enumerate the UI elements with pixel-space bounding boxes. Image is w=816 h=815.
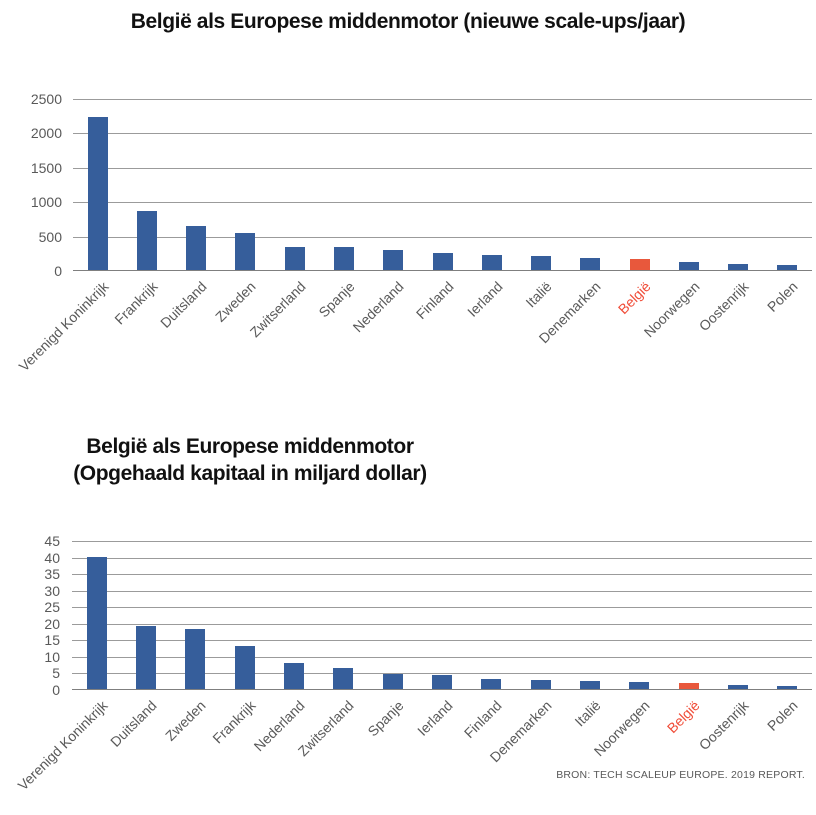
y-tick-label: 5 (52, 665, 60, 682)
gridline (73, 167, 812, 169)
bar (678, 262, 699, 270)
plot-area-capital (72, 541, 812, 690)
y-tick-label: 40 (44, 549, 60, 566)
y-tick-label: 10 (44, 648, 60, 665)
bar (136, 626, 156, 689)
bar (185, 629, 206, 689)
y-tick-label: 30 (44, 582, 60, 599)
infographic-page: België als Europese middenmotor (nieuwe … (0, 10, 812, 796)
bar (580, 680, 600, 689)
y-tick-label: 0 (52, 682, 60, 698)
bar (87, 116, 108, 270)
chart-title-capital: België als Europese middenmotor (Opgehaa… (0, 433, 500, 487)
y-tick-label: 25 (44, 599, 60, 616)
y-tick-label: 2500 (30, 91, 62, 107)
gridline (72, 541, 812, 542)
y-tick-label: 2000 (30, 125, 62, 142)
gridline (72, 607, 812, 609)
y-axis-tick-labels: 0 5 10 15 20 25 30 35 40 45 (0, 534, 60, 697)
bar (432, 253, 453, 270)
y-tick-label: 1000 (30, 194, 62, 211)
chart-title-line-1: België als Europese middenmotor (86, 435, 414, 458)
x-axis-line (72, 689, 812, 690)
bar (333, 247, 354, 270)
y-tick-label: 1500 (30, 159, 62, 176)
plot-area-scaleups (73, 99, 812, 271)
bar (284, 246, 305, 270)
gridline (72, 656, 812, 658)
bar (234, 645, 255, 689)
bar (86, 556, 107, 689)
gridline (72, 557, 812, 559)
gridline (73, 236, 812, 238)
bar-highlighted (629, 259, 650, 270)
gridline (72, 623, 812, 625)
gridline (73, 202, 812, 204)
bar (580, 257, 601, 270)
gridline (72, 673, 812, 675)
bar (728, 264, 749, 270)
bar (481, 254, 502, 270)
x-axis-labels: Verenigd Koninkrijk Duitsland Zweden Frankr… (14, 696, 812, 796)
bar (481, 679, 502, 689)
bar (333, 668, 354, 689)
bar (629, 682, 650, 689)
bar (777, 685, 798, 689)
bar (235, 232, 256, 270)
y-axis-tick-labels: 0 500 1000 1500 2000 2500 (0, 92, 62, 278)
gridline (72, 590, 812, 592)
gridline (73, 133, 812, 135)
x-axis-labels: Verenigd Koninkrijk Frankrijk Duitsland Zwe… (15, 277, 812, 387)
y-tick-label: 500 (38, 228, 62, 245)
y-tick-label: 0 (54, 263, 62, 279)
chart-title-line-2: (Opgehaald kapitaal in miljard dollar) (73, 462, 427, 485)
y-tick-label: 15 (44, 632, 60, 649)
bar (531, 256, 552, 270)
x-axis-line (73, 270, 812, 271)
bar (284, 662, 304, 689)
gridline (72, 574, 812, 576)
bar (186, 225, 207, 270)
chart-title-scaleups: België als Europese middenmotor (nieuwe … (130, 10, 686, 33)
bar (383, 250, 404, 270)
bar (136, 210, 157, 270)
bar (728, 685, 748, 689)
y-tick-label: 45 (44, 533, 60, 549)
bar (530, 679, 551, 689)
bar (777, 264, 798, 270)
bar (382, 674, 403, 689)
bar (432, 675, 452, 689)
gridline (73, 99, 812, 100)
y-tick-label: 35 (44, 566, 60, 583)
y-tick-label: 20 (44, 615, 60, 632)
source-note: BRON: TECH SCALEUP EUROPE. 2019 REPORT. (556, 769, 805, 781)
bar-highlighted (678, 682, 699, 689)
gridline (72, 640, 812, 642)
